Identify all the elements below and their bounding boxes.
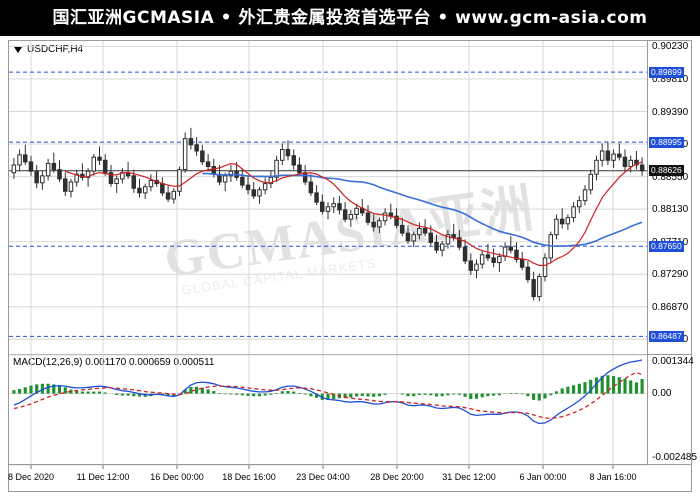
triangle-down-icon[interactable] (14, 47, 22, 53)
price-level-tag[interactable]: 0.89899 (649, 66, 684, 78)
price-tick-label: 0.88130 (652, 204, 689, 216)
time-axis: 8 Dec 2020 11 Dec 12:00 16 Dec 00:00 18 Dec… (8, 464, 691, 492)
price-plot (9, 41, 647, 354)
header-banner: 国汇亚洲GCMASIA • 外汇贵金属投资首选平台 • www.gcm-asia… (0, 0, 700, 36)
price-scale-separator (647, 41, 648, 464)
price-pane[interactable]: USDCHF,H4 (9, 41, 691, 354)
time-tick-label: 8 Jan 16:00 (589, 472, 636, 482)
price-level-tag[interactable]: 0.88995 (649, 136, 684, 148)
macd-tick-label: -0.002485 (652, 452, 698, 463)
chart-frame[interactable]: GCMASIA亚洲 GLOBAL CAPITAL MARKETS USDCHF,… (8, 40, 697, 492)
price-tick-label: 0.89390 (652, 106, 689, 118)
macd-tick-label: 0.001344 (652, 356, 694, 367)
time-tick-label: 6 Jan 00:00 (519, 472, 566, 482)
price-tick-label: 0.89810 (652, 74, 689, 85)
price-tick-label: 0.86870 (652, 301, 689, 313)
time-tick-label: 8 Dec 2020 (8, 472, 54, 482)
time-tick-label: 31 Dec 12:00 (442, 472, 496, 482)
macd-plot (9, 354, 647, 466)
macd-label: MACD(12,26,9) 0.001170 0.000659 0.000511 (13, 357, 215, 368)
price-level-tag[interactable]: 0.88626 (649, 165, 684, 177)
price-tick-label: 0.87290 (652, 269, 689, 281)
price-tick-label: 0.88550 (652, 171, 689, 183)
time-tick-label: 28 Dec 20:00 (370, 472, 424, 482)
time-tick-label: 11 Dec 12:00 (77, 472, 130, 482)
time-tick-label: 16 Dec 00:00 (150, 472, 204, 482)
price-tick-label: 0.90230 (652, 41, 689, 53)
macd-pane[interactable]: MACD(12,26,9) 0.001170 0.000659 0.000511 (9, 354, 691, 466)
symbol-label: USDCHF,H4 (27, 44, 84, 55)
banner-title: 国汇亚洲GCMASIA • 外汇贵金属投资首选平台 • www.gcm-asia… (52, 8, 648, 28)
price-level-tag[interactable]: 0.86487 (649, 330, 684, 342)
price-level-tag[interactable]: 0.87650 (649, 240, 684, 252)
time-axis-labels: 8 Dec 2020 11 Dec 12:00 16 Dec 00:00 18 Dec… (8, 465, 637, 482)
time-tick-label: 23 Dec 04:00 (296, 472, 350, 482)
macd-tick-label: 0.00 (652, 387, 672, 399)
time-tick-label: 18 Dec 16:00 (222, 472, 276, 482)
